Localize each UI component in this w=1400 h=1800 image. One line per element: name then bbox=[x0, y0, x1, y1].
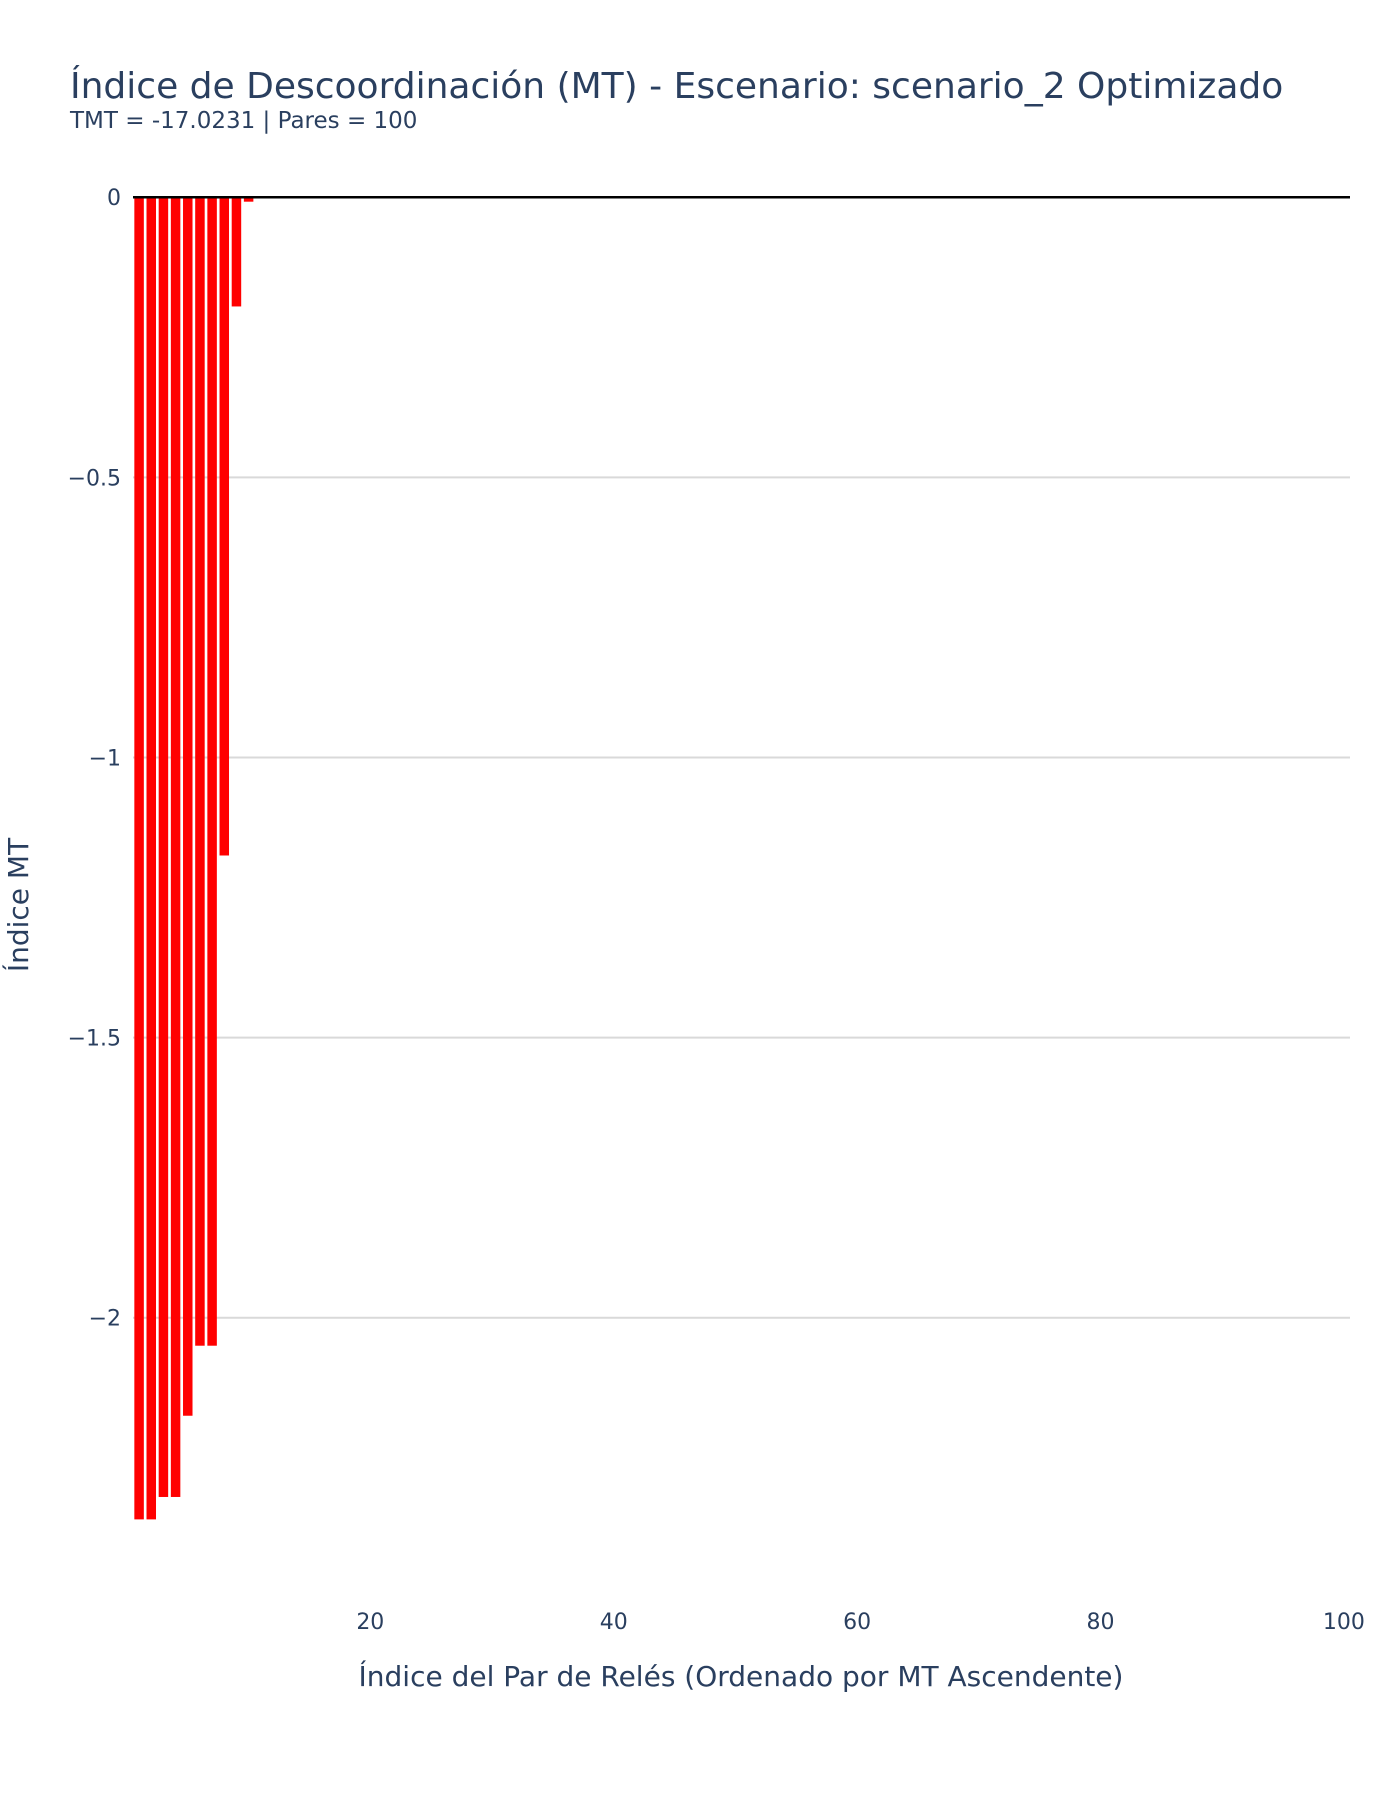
bar bbox=[207, 197, 217, 1346]
bars bbox=[134, 197, 1349, 1520]
y-tick-label: −0.5 bbox=[68, 466, 121, 491]
bar bbox=[134, 197, 144, 1520]
bar bbox=[146, 197, 157, 1520]
x-tick-label: 40 bbox=[600, 1610, 628, 1635]
bar bbox=[243, 197, 254, 202]
chart-title: Índice de Descoordinación (MT) - Escenar… bbox=[70, 65, 1283, 107]
bar bbox=[231, 197, 242, 307]
y-tick-label: 0 bbox=[107, 186, 121, 211]
bar bbox=[170, 197, 181, 1497]
bar bbox=[158, 197, 169, 1497]
x-tick-label: 100 bbox=[1323, 1610, 1365, 1635]
y-axis-title: Índice MT bbox=[1, 837, 35, 972]
bar bbox=[195, 197, 205, 1346]
y-axis-ticks: 0 −0.5 −1 −1.5 −2 bbox=[68, 186, 121, 1331]
bar bbox=[219, 197, 230, 856]
grid-lines bbox=[133, 476, 1350, 1319]
x-axis-ticks: 20 40 60 80 100 bbox=[356, 1610, 1365, 1635]
x-tick-label: 20 bbox=[356, 1610, 384, 1635]
bar bbox=[183, 197, 193, 1416]
y-tick-label: −1.5 bbox=[68, 1027, 121, 1052]
y-tick-label: −2 bbox=[89, 1307, 121, 1332]
x-tick-label: 80 bbox=[1087, 1610, 1115, 1635]
x-axis-title: Índice del Par de Relés (Ordenado por MT… bbox=[359, 1659, 1124, 1693]
x-tick-label: 60 bbox=[843, 1610, 871, 1635]
chart-subtitle: TMT = -17.0231 | Pares = 100 bbox=[69, 108, 417, 134]
y-tick-label: −1 bbox=[89, 746, 121, 771]
